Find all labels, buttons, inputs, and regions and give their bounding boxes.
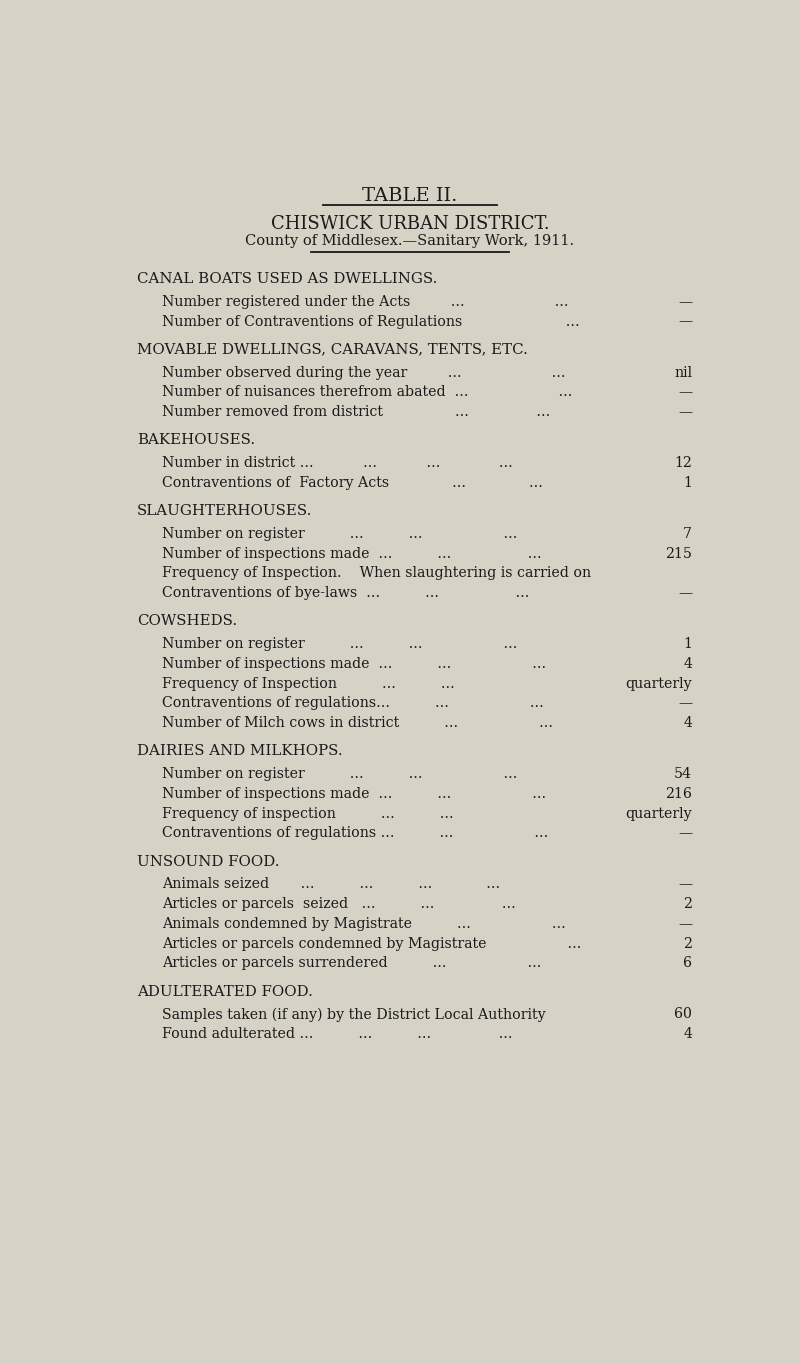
Text: DAIRIES AND MILKHOPS.: DAIRIES AND MILKHOPS. [138, 745, 343, 758]
Text: 12: 12 [674, 456, 692, 471]
Text: 4: 4 [683, 1027, 692, 1041]
Text: —: — [678, 587, 692, 600]
Text: Articles or parcels condemned by Magistrate                  ...: Articles or parcels condemned by Magistr… [162, 937, 582, 951]
Text: 215: 215 [665, 547, 692, 561]
Text: Number in district ...           ...           ...             ...: Number in district ... ... ... ... [162, 456, 513, 471]
Text: Number of inspections made  ...          ...                  ...: Number of inspections made ... ... ... [162, 657, 546, 671]
Text: Number on register          ...          ...                  ...: Number on register ... ... ... [162, 637, 518, 651]
Text: Articles or parcels surrendered          ...                  ...: Articles or parcels surrendered ... ... [162, 956, 542, 970]
Text: Contraventions of regulations...          ...                  ...: Contraventions of regulations... ... ... [162, 697, 544, 711]
Text: 1: 1 [683, 476, 692, 490]
Text: nil: nil [674, 366, 692, 379]
Text: Number of Milch cows in district          ...                  ...: Number of Milch cows in district ... ... [162, 716, 553, 730]
Text: CHISWICK URBAN DISTRICT.: CHISWICK URBAN DISTRICT. [270, 216, 550, 233]
Text: Contraventions of  Factory Acts              ...              ...: Contraventions of Factory Acts ... ... [162, 476, 543, 490]
Text: 54: 54 [674, 767, 692, 782]
Text: —: — [678, 405, 692, 419]
Text: quarterly: quarterly [626, 806, 692, 821]
Text: 7: 7 [683, 527, 692, 542]
Text: 1: 1 [683, 637, 692, 651]
Text: Frequency of Inspection.    When slaughtering is carried on: Frequency of Inspection. When slaughteri… [162, 566, 591, 580]
Text: 216: 216 [666, 787, 692, 801]
Text: Animals condemned by Magistrate          ...                  ...: Animals condemned by Magistrate ... ... [162, 917, 566, 932]
Text: Frequency of Inspection          ...          ...: Frequency of Inspection ... ... [162, 677, 454, 690]
Text: quarterly: quarterly [626, 677, 692, 690]
Text: Number of inspections made  ...          ...                 ...: Number of inspections made ... ... ... [162, 547, 542, 561]
Text: Contraventions of bye-laws  ...          ...                 ...: Contraventions of bye-laws ... ... ... [162, 587, 530, 600]
Text: —: — [678, 877, 692, 892]
Text: UNSOUND FOOD.: UNSOUND FOOD. [138, 855, 280, 869]
Text: Samples taken (if any) by the District Local Authority: Samples taken (if any) by the District L… [162, 1008, 546, 1022]
Text: Number removed from district                ...               ...: Number removed from district ... ... [162, 405, 550, 419]
Text: —: — [678, 697, 692, 711]
Text: Number on register          ...          ...                  ...: Number on register ... ... ... [162, 527, 518, 542]
Text: Contraventions of regulations ...          ...                  ...: Contraventions of regulations ... ... ..… [162, 827, 548, 840]
Text: Number of inspections made  ...          ...                  ...: Number of inspections made ... ... ... [162, 787, 546, 801]
Text: —: — [678, 917, 692, 932]
Text: Number on register          ...          ...                  ...: Number on register ... ... ... [162, 767, 518, 782]
Text: TABLE II.: TABLE II. [362, 187, 458, 205]
Text: Number registered under the Acts         ...                    ...: Number registered under the Acts ... ... [162, 295, 569, 308]
Text: COWSHEDS.: COWSHEDS. [138, 614, 238, 629]
Text: CANAL BOATS USED AS DWELLINGS.: CANAL BOATS USED AS DWELLINGS. [138, 271, 438, 286]
Text: SLAUGHTERHOUSES.: SLAUGHTERHOUSES. [138, 503, 313, 518]
Text: MOVABLE DWELLINGS, CARAVANS, TENTS, ETC.: MOVABLE DWELLINGS, CARAVANS, TENTS, ETC. [138, 342, 528, 356]
Text: —: — [678, 295, 692, 308]
Text: ADULTERATED FOOD.: ADULTERATED FOOD. [138, 985, 313, 998]
Text: Articles or parcels  seized   ...          ...               ...: Articles or parcels seized ... ... ... [162, 898, 516, 911]
Text: Found adulterated ...          ...          ...               ...: Found adulterated ... ... ... ... [162, 1027, 513, 1041]
Text: —: — [678, 385, 692, 400]
Text: County of Middlesex.—Sanitary Work, 1911.: County of Middlesex.—Sanitary Work, 1911… [246, 235, 574, 248]
Text: Animals seized       ...          ...          ...            ...: Animals seized ... ... ... ... [162, 877, 500, 892]
Text: Number of Contraventions of Regulations                       ...: Number of Contraventions of Regulations … [162, 315, 580, 329]
Text: BAKEHOUSES.: BAKEHOUSES. [138, 434, 255, 447]
Text: 60: 60 [674, 1008, 692, 1022]
Text: 2: 2 [683, 937, 692, 951]
Text: Number of nuisances therefrom abated  ...                    ...: Number of nuisances therefrom abated ...… [162, 385, 572, 400]
Text: Number observed during the year         ...                    ...: Number observed during the year ... ... [162, 366, 566, 379]
Text: —: — [678, 827, 692, 840]
Text: 4: 4 [683, 716, 692, 730]
Text: —: — [678, 315, 692, 329]
Text: Frequency of inspection          ...          ...: Frequency of inspection ... ... [162, 806, 454, 821]
Text: 6: 6 [683, 956, 692, 970]
Text: 4: 4 [683, 657, 692, 671]
Text: 2: 2 [683, 898, 692, 911]
